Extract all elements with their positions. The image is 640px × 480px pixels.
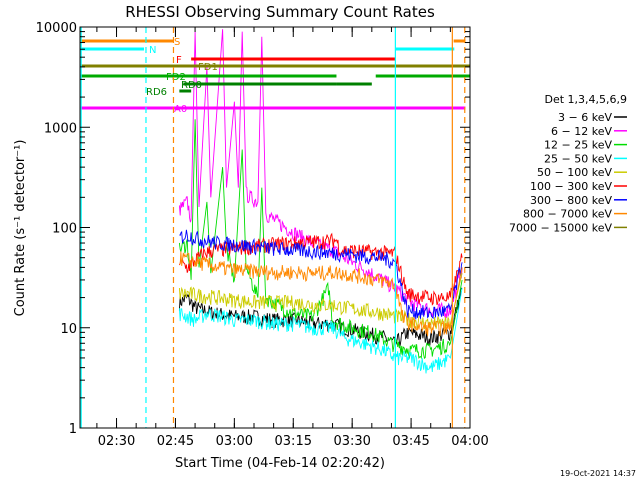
- series-lines: [178, 29, 463, 374]
- flag-label-0: S: [174, 37, 180, 48]
- series-line-2: [178, 119, 463, 360]
- series-line-5: [178, 232, 463, 306]
- y-tick-label-1: 10: [60, 322, 77, 337]
- flag-label-2: F: [176, 55, 182, 66]
- legend-label-7: 800 − 7000 keV: [523, 208, 612, 221]
- flag-label-6: RD6: [146, 87, 167, 98]
- flag-label-7: A0: [174, 104, 187, 115]
- plot-frame: [79, 26, 471, 429]
- x-tick-label-5: 03:45: [392, 434, 429, 449]
- series-line-3: [178, 287, 463, 374]
- legend-label-1: 6 − 12 keV: [551, 125, 612, 138]
- y-tick-label-2: 100: [52, 222, 77, 237]
- chart-title: RHESSI Observing Summary Count Rates: [125, 3, 435, 21]
- flag-label-1: N: [149, 45, 156, 56]
- flag-label-5: RD0: [181, 80, 202, 91]
- series-line-1: [178, 29, 463, 319]
- y-tick-label-0: 1: [69, 422, 77, 437]
- y-tick-label-3: 1000: [44, 121, 77, 136]
- flag-label-3: FD1: [198, 62, 218, 73]
- series-line-6: [179, 229, 463, 320]
- legend-label-8: 7000 − 15000 keV: [509, 221, 612, 234]
- y-tick-label-4: 10000: [36, 21, 77, 36]
- x-tick-label-1: 02:45: [157, 434, 194, 449]
- legend-label-2: 12 − 25 keV: [544, 139, 612, 152]
- vertical-markers: [80, 27, 466, 428]
- axes: 1 10 100 1000 10000 02:30 02:45 03:00 03:15 03:30…: [36, 21, 489, 449]
- x-tick-label-3: 03:15: [275, 434, 312, 449]
- x-tick-label-2: 03:00: [216, 434, 253, 449]
- legend-label-6: 300 − 800 keV: [530, 194, 612, 207]
- legend-label-0: 3 − 6 keV: [558, 111, 612, 124]
- x-axis-label: Start Time (04-Feb-14 02:20:42): [175, 456, 385, 471]
- series-line-7: [179, 251, 463, 337]
- x-tick-label-6: 04:00: [451, 434, 488, 449]
- flag-label-4: FD2: [166, 72, 186, 83]
- x-tick-label-4: 03:30: [333, 434, 370, 449]
- legend-label-5: 100 − 300 keV: [530, 180, 612, 193]
- legend-label-4: 50 − 100 keV: [537, 166, 612, 179]
- y-axis-label: Count Rate (s⁻¹ detector⁻¹): [13, 140, 28, 317]
- footer-timestamp: 19-Oct-2021 14:37: [560, 469, 636, 478]
- legend-title: Det 1,3,4,5,6,9: [544, 93, 627, 106]
- legend-label-3: 25 − 50 keV: [544, 152, 612, 165]
- x-tick-label-0: 02:30: [98, 434, 135, 449]
